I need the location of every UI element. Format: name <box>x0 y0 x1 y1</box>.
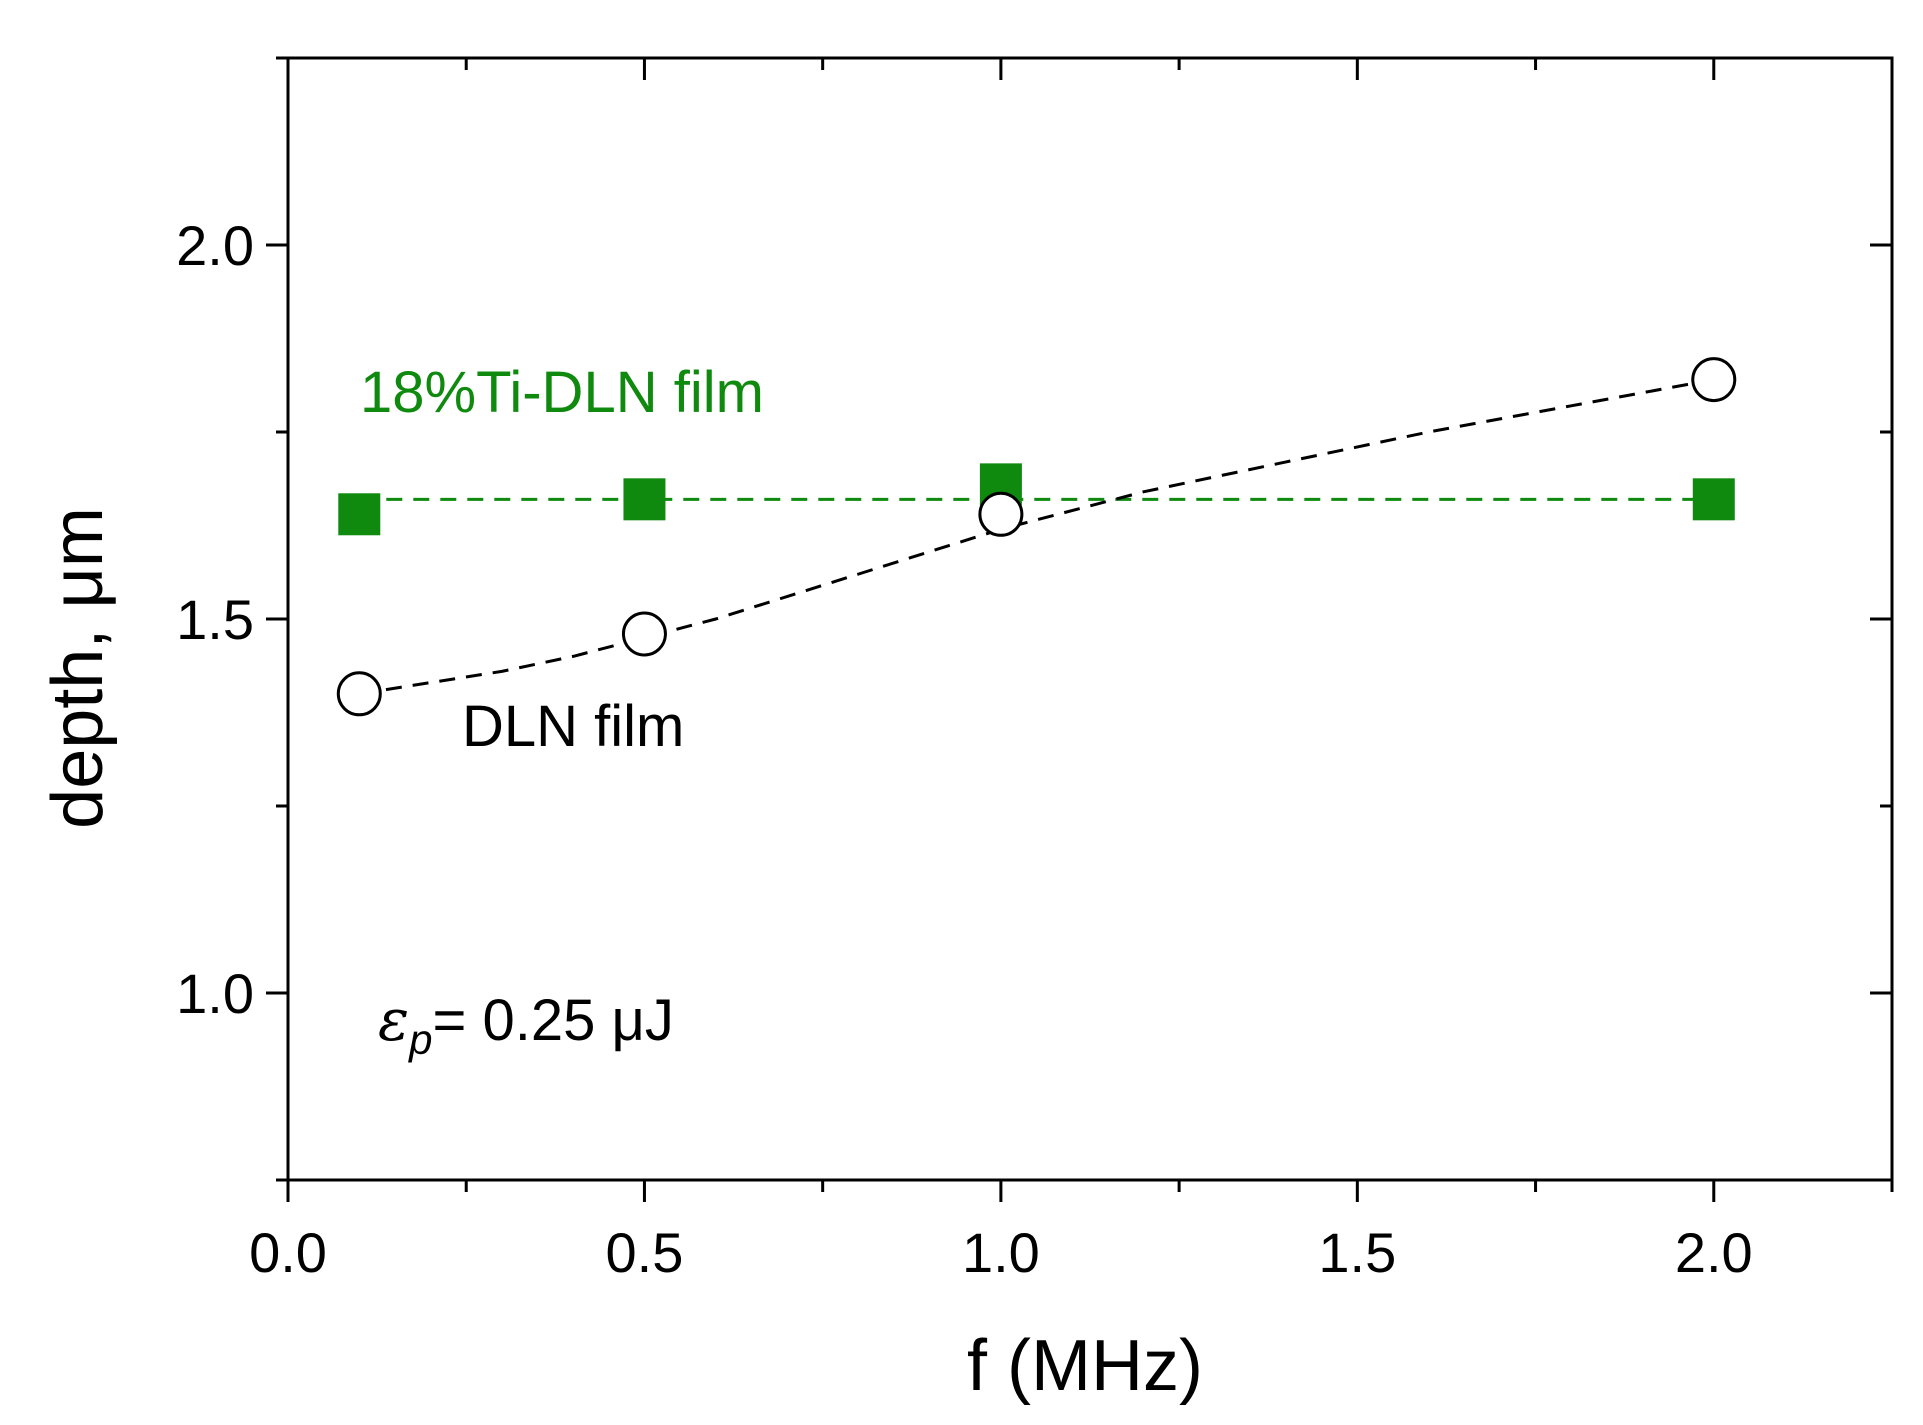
x-tick-label: 1.0 <box>962 1221 1040 1284</box>
markers-layer <box>336 357 1737 717</box>
dln-film-point <box>336 671 382 717</box>
dln-film-label: DLN film <box>462 694 684 759</box>
x-tick-label: 1.5 <box>1318 1221 1396 1284</box>
ticks-layer: 0.0 0.5 1.0 1.5 2.0 1.0 1.5 2.0 <box>176 56 1894 1284</box>
dln-film-fit-line <box>359 378 1715 696</box>
dln-film-point <box>978 491 1024 537</box>
energy-value: = 0.25 μJ <box>432 988 673 1053</box>
y-axis-label: depth, μm <box>38 507 118 829</box>
ti-film-point <box>1692 478 1735 521</box>
y-tick-label: 1.5 <box>176 588 254 651</box>
ti-film-point <box>338 493 381 536</box>
dln-film-point <box>1691 357 1737 403</box>
x-tick-label: 2.0 <box>1675 1221 1753 1284</box>
x-axis-label: f (MHz) <box>967 1326 1203 1406</box>
y-tick-label: 2.0 <box>176 214 254 277</box>
x-tick-label: 0.5 <box>606 1221 684 1284</box>
ti-film-point <box>623 478 666 521</box>
energy-symbol: ε <box>378 986 409 1054</box>
x-tick-label: 0.0 <box>249 1221 327 1284</box>
ti-film-label: 18%Ti-DLN film <box>360 360 764 425</box>
energy-subscript: p <box>407 1016 432 1063</box>
y-tick-label: 1.0 <box>176 962 254 1025</box>
fit-lines-layer <box>359 378 1715 696</box>
energy-annotation: εp= 0.25 μJ <box>378 986 674 1063</box>
dln-film-point <box>621 611 667 657</box>
